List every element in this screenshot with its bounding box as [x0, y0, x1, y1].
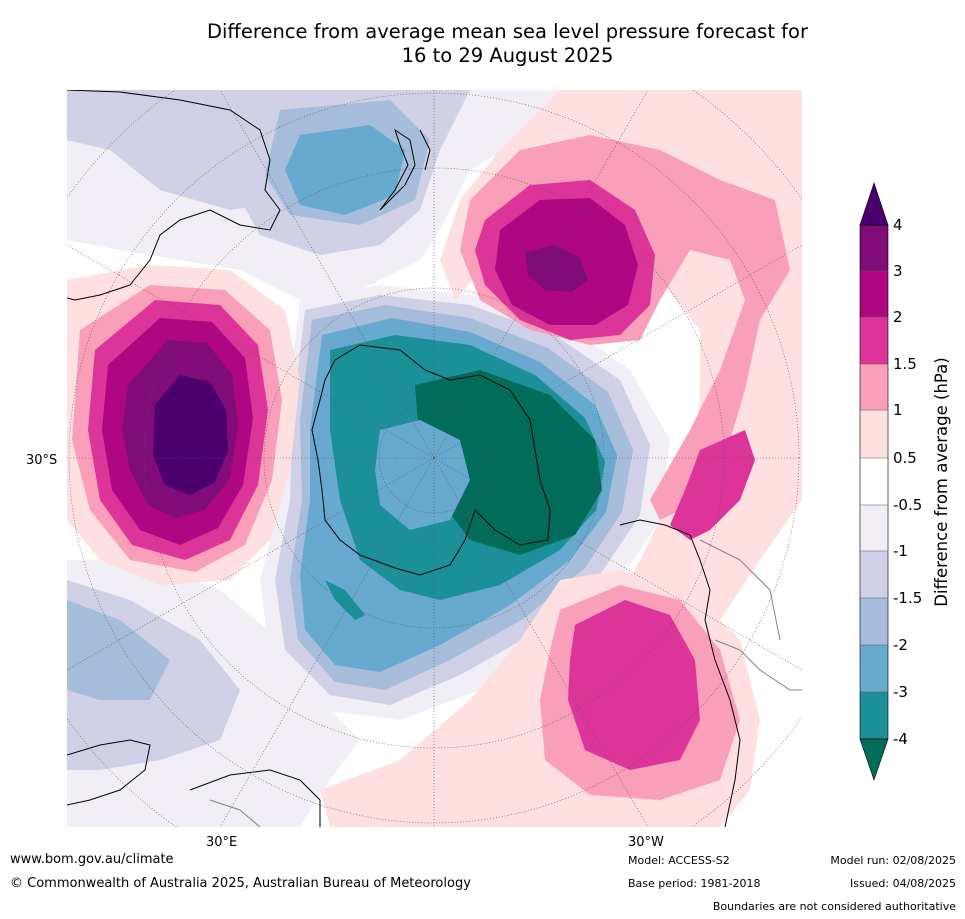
footer-model: Model: ACCESS-S2 — [628, 854, 730, 867]
coastline-new-zealand — [379, 128, 416, 211]
colorbar-tick-neg-4: -4 — [893, 730, 908, 748]
coastline-new-zealand-north — [419, 129, 431, 171]
lon-label-30e: 30°E — [206, 835, 237, 850]
colorbar-tick-1-5: 1.5 — [893, 355, 917, 373]
colorbar-segment-3 — [860, 317, 888, 364]
colorbar-segment-6 — [860, 458, 888, 505]
lon-label-30w: 30°W — [628, 835, 664, 850]
colorbar-tick-3: 3 — [893, 262, 903, 280]
map-frame — [67, 90, 802, 827]
colorbar-tick-0-5: 0.5 — [893, 449, 917, 467]
coastlines — [67, 90, 741, 827]
country-boundaries — [209, 539, 802, 827]
colorbar-segment-8 — [860, 551, 888, 598]
colorbar-tick-4: 4 — [893, 216, 903, 234]
colorbar-segment-9 — [860, 598, 888, 645]
colorbar-tick-1: 1 — [893, 401, 903, 419]
graticule — [67, 90, 802, 827]
colorbar-label: Difference from average (hPa) — [932, 357, 951, 606]
colorbar-segment-11 — [860, 692, 888, 739]
lat-label-30s: 30°S — [26, 453, 57, 468]
colorbar-tick-2: 2 — [893, 308, 903, 326]
title-line-2: 16 to 29 August 2025 — [401, 44, 614, 67]
colorbar-segment-5 — [860, 410, 888, 458]
footer-copyright: © Commonwealth of Australia 2025, Austra… — [10, 876, 471, 891]
colorbar-segment-10 — [860, 645, 888, 692]
colorbar-segment-2 — [860, 271, 888, 317]
positive-anomaly-field-east — [320, 90, 802, 827]
negative-anomaly-field-light — [67, 90, 560, 827]
footer-disclaimer: Boundaries are not considered authoritat… — [712, 900, 956, 913]
colorbar-tick-neg-3: -3 — [893, 683, 908, 701]
colorbar-tick-neg-0-5: -0.5 — [893, 496, 922, 514]
footer-model-run: Model run: 02/08/2025 — [830, 854, 956, 867]
colorbar: 4 3 2 1.5 1 0.5 -0.5 -1 -1.5 -2 -3 -4 Di… — [859, 182, 951, 781]
chart-title: Difference from average mean sea level p… — [0, 20, 965, 68]
coastline-antarctica — [311, 344, 551, 576]
colorbar-bottom-extension — [859, 738, 889, 781]
colorbar-tick-neg-2: -2 — [893, 636, 908, 654]
colorbar-segment-1 — [860, 225, 888, 271]
colorbar-tick-neg-1-5: -1.5 — [893, 589, 922, 607]
footer-website: www.bom.gov.au/climate — [10, 852, 174, 867]
title-line-1: Difference from average mean sea level p… — [207, 20, 808, 43]
footer-issued: Issued: 04/08/2025 — [849, 877, 956, 890]
colorbar-segment-7 — [860, 505, 888, 551]
footer-base-period: Base period: 1981-2018 — [628, 877, 761, 890]
coastline-south-america — [619, 519, 741, 827]
positive-anomaly-field-west — [67, 265, 300, 585]
colorbar-top-extension — [859, 182, 889, 226]
coastline-bottom-left — [67, 739, 151, 806]
colorbar-segment-4 — [860, 364, 888, 410]
coastline-africa — [67, 90, 281, 301]
colorbar-tick-neg-1: -1 — [893, 542, 908, 560]
